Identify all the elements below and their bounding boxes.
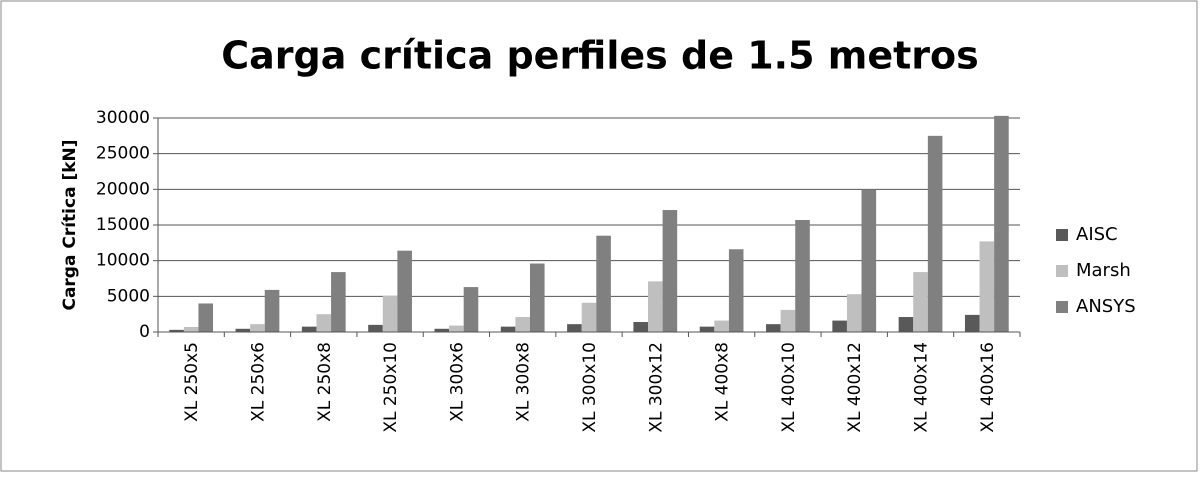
bar bbox=[301, 326, 317, 332]
bar bbox=[264, 289, 280, 332]
bar bbox=[861, 189, 877, 332]
bar bbox=[994, 115, 1009, 332]
y-tick-label: 0 bbox=[139, 322, 150, 342]
bar bbox=[529, 263, 545, 332]
x-tick-label: XL 400x10 bbox=[779, 342, 799, 433]
bar bbox=[648, 281, 663, 332]
legend-label: ANSYS bbox=[1076, 296, 1136, 317]
bar bbox=[898, 317, 914, 332]
bar bbox=[316, 314, 332, 332]
bar bbox=[449, 325, 464, 332]
bar bbox=[463, 287, 479, 332]
bar bbox=[581, 302, 597, 332]
legend-swatch bbox=[1056, 265, 1068, 277]
x-tick-label: XL 300x8 bbox=[514, 342, 534, 422]
bar bbox=[500, 326, 516, 332]
bar bbox=[913, 272, 928, 332]
bar bbox=[515, 317, 530, 332]
x-tick-label: XL 400x16 bbox=[978, 342, 998, 433]
y-tick-label: 25000 bbox=[96, 144, 150, 164]
legend-label: AISC bbox=[1076, 224, 1118, 245]
y-tick-label: 30000 bbox=[96, 108, 150, 128]
bar bbox=[780, 309, 796, 332]
x-tick-label: XL 250x10 bbox=[381, 342, 401, 433]
chart-title: Carga crítica perfiles de 1.5 metros bbox=[221, 34, 979, 78]
bar bbox=[198, 303, 214, 332]
bar bbox=[331, 272, 346, 332]
bar bbox=[795, 220, 810, 332]
x-tick-label: XL 300x10 bbox=[580, 342, 600, 433]
legend-swatch bbox=[1056, 301, 1068, 313]
bar bbox=[397, 250, 412, 332]
bar bbox=[714, 320, 729, 332]
bar bbox=[235, 328, 251, 332]
x-tick-label: XL 400x14 bbox=[912, 342, 932, 433]
bar bbox=[699, 326, 715, 332]
bar bbox=[927, 135, 943, 332]
x-tick-label: XL 250x6 bbox=[248, 342, 268, 422]
bar bbox=[382, 295, 398, 332]
bar bbox=[979, 241, 995, 332]
bar bbox=[368, 324, 383, 332]
bar bbox=[766, 324, 781, 332]
bar bbox=[832, 320, 847, 332]
bar bbox=[169, 329, 184, 332]
bar bbox=[728, 249, 744, 332]
x-tick-label: XL 250x5 bbox=[182, 342, 202, 422]
bar bbox=[183, 327, 199, 332]
y-tick-label: 15000 bbox=[96, 215, 150, 235]
x-tick-label: XL 400x12 bbox=[845, 342, 865, 433]
y-tick-label: 5000 bbox=[107, 286, 150, 306]
legend-swatch bbox=[1056, 229, 1068, 241]
bar bbox=[633, 322, 649, 332]
x-tick-label: XL 300x12 bbox=[646, 342, 666, 433]
x-tick-label: XL 400x8 bbox=[713, 342, 733, 422]
x-tick-label: XL 300x6 bbox=[447, 342, 467, 422]
bar bbox=[596, 235, 611, 332]
bar bbox=[846, 294, 862, 332]
x-tick-label: XL 250x8 bbox=[315, 342, 335, 422]
bar bbox=[662, 210, 678, 332]
bar bbox=[434, 328, 450, 332]
bar bbox=[567, 324, 582, 332]
y-tick-label: 20000 bbox=[96, 179, 150, 199]
bar bbox=[250, 324, 265, 332]
bar bbox=[964, 314, 980, 332]
y-axis-label: Carga Crítica [kN] bbox=[60, 139, 80, 310]
legend-label: Marsh bbox=[1076, 260, 1131, 281]
y-tick-label: 10000 bbox=[96, 251, 150, 271]
